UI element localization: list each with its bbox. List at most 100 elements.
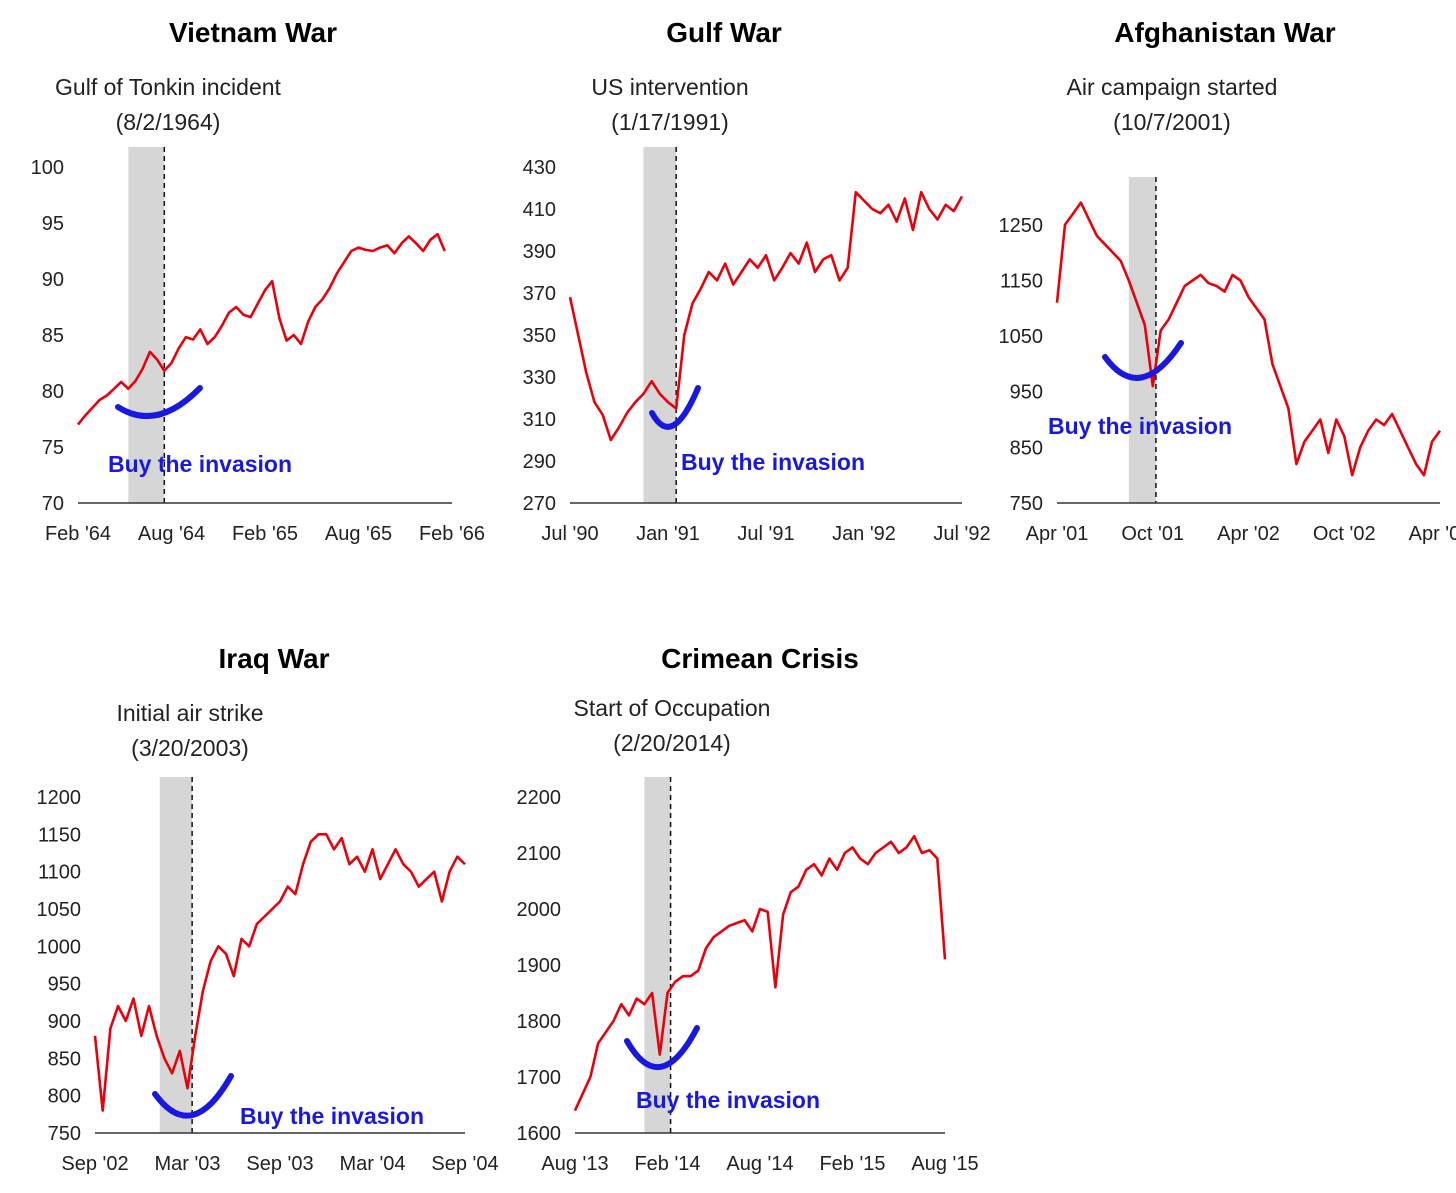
x-tick-label: Jul '90	[541, 523, 598, 545]
y-tick-label: 1700	[517, 1067, 562, 1089]
y-tick-label: 850	[48, 1048, 81, 1070]
y-tick-label: 350	[523, 325, 556, 347]
buy-annotation: Buy the invasion	[108, 451, 292, 477]
x-tick-label: Jan '92	[832, 523, 896, 545]
x-tick-label: Sep '04	[431, 1153, 498, 1175]
shaded-period	[1128, 177, 1156, 503]
event-date: (10/7/2001)	[1113, 109, 1231, 135]
shaded-period	[643, 147, 677, 503]
x-tick-label: Feb '66	[419, 523, 485, 545]
x-tick-label: Jan '91	[636, 523, 700, 545]
chart-title: Vietnam War	[169, 17, 337, 48]
buy-arc	[1102, 340, 1184, 381]
x-tick-label: Oct '02	[1313, 523, 1376, 545]
chart-title: Iraq War	[219, 643, 330, 674]
event-label: US intervention	[591, 74, 748, 100]
x-tick-label: Apr '01	[1026, 523, 1089, 545]
price-series-line	[76, 232, 446, 426]
x-tick-label: Aug '64	[138, 523, 205, 545]
chart-vietnam-war: 70 75 80 85 90 95 100 Feb '64 Aug '64 Feb '65 Aug …	[31, 17, 485, 545]
event-date: (3/20/2003)	[131, 735, 249, 761]
shaded-period	[644, 777, 671, 1133]
price-series-line	[93, 833, 466, 1112]
y-tick-label: 2000	[517, 899, 562, 921]
x-tick-label: Oct '01	[1121, 523, 1184, 545]
y-tick-label: 1600	[517, 1123, 562, 1145]
price-series-line	[1055, 201, 1442, 477]
shaded-period	[159, 777, 193, 1133]
y-tick-label: 1150	[38, 824, 81, 846]
y-tick-label: 85	[42, 325, 64, 347]
chart-title: Gulf War	[666, 17, 782, 48]
y-tick-label: 100	[31, 157, 64, 179]
event-date: (1/17/1991)	[611, 109, 729, 135]
price-series-line	[573, 834, 947, 1112]
y-tick-label: 1900	[517, 955, 562, 977]
y-tick-label: 95	[42, 213, 64, 235]
event-label: Gulf of Tonkin incident	[55, 74, 281, 100]
x-tick-label: Mar '04	[339, 1153, 405, 1175]
buy-arc	[152, 1073, 234, 1119]
x-tick-label: Jul '92	[933, 523, 990, 545]
y-tick-label: 1150	[1000, 270, 1043, 292]
y-tick-label: 330	[523, 367, 556, 389]
buy-arc	[624, 1025, 700, 1070]
chart-afghanistan-war: 750 850 950 1050 1150 1250 Apr '01 Oct '01 Apr '…	[999, 17, 1456, 545]
y-tick-label: 1050	[37, 899, 82, 921]
y-tick-label: 750	[48, 1123, 81, 1145]
x-tick-label: Sep '02	[61, 1153, 128, 1175]
x-tick-label: Apr '02	[1217, 523, 1280, 545]
x-tick-label: Feb '14	[634, 1153, 700, 1175]
buy-annotation: Buy the invasion	[1048, 413, 1232, 439]
y-tick-label: 1100	[38, 862, 81, 884]
shaded-period	[128, 147, 165, 503]
x-tick-label: Feb '64	[45, 523, 111, 545]
chart-title: Crimean Crisis	[661, 643, 859, 674]
y-tick-label: 1050	[999, 326, 1044, 348]
y-tick-label: 950	[1010, 382, 1043, 404]
buy-annotation: Buy the invasion	[240, 1103, 424, 1129]
y-tick-label: 1200	[37, 787, 82, 809]
x-tick-label: Feb '65	[232, 523, 298, 545]
y-tick-label: 80	[42, 381, 64, 403]
x-tick-label: Apr '03	[1409, 523, 1456, 545]
x-tick-label: Feb '15	[819, 1153, 885, 1175]
x-tick-label: Sep '03	[246, 1153, 313, 1175]
x-tick-label: Jul '91	[737, 523, 794, 545]
y-tick-label: 290	[523, 451, 556, 473]
y-tick-label: 800	[48, 1086, 81, 1108]
x-tick-label: Aug '15	[911, 1153, 978, 1175]
chart-gulf-war: 270 290 310 330 350 370 390 410 430 Jul '90 Jan '9…	[523, 17, 991, 545]
y-tick-label: 430	[523, 157, 556, 179]
buy-arc	[649, 385, 701, 430]
event-date: (2/20/2014)	[613, 730, 731, 756]
buy-annotation: Buy the invasion	[636, 1087, 820, 1113]
y-tick-label: 900	[48, 1011, 81, 1033]
y-tick-label: 2100	[517, 843, 562, 865]
y-tick-label: 2200	[517, 787, 562, 809]
chart-iraq-war: 750 800 850 900 950 1000 1050 1100 1150 1200 Sep '…	[37, 643, 499, 1175]
y-tick-label: 1000	[37, 936, 82, 958]
y-tick-label: 370	[523, 283, 556, 305]
y-tick-label: 950	[48, 974, 81, 996]
y-tick-label: 850	[1010, 437, 1043, 459]
chart-title: Afghanistan War	[1114, 17, 1336, 48]
y-tick-label: 1800	[517, 1011, 562, 1033]
y-tick-label: 410	[523, 199, 556, 221]
buy-annotation: Buy the invasion	[681, 449, 865, 475]
y-tick-label: 390	[523, 241, 556, 263]
y-tick-label: 270	[523, 493, 556, 515]
price-series-line	[568, 190, 964, 442]
y-tick-label: 90	[42, 269, 64, 291]
buy-arc	[115, 385, 203, 419]
event-date: (8/2/1964)	[116, 109, 221, 135]
y-tick-label: 75	[42, 437, 64, 459]
y-tick-label: 1250	[999, 215, 1044, 237]
x-tick-label: Aug '13	[541, 1153, 608, 1175]
chart-crimean-crisis: 1600 1700 1800 1900 2000 2100 2200 Aug '13 Feb '…	[517, 643, 979, 1175]
x-tick-label: Aug '14	[726, 1153, 793, 1175]
x-tick-label: Mar '03	[154, 1153, 220, 1175]
y-tick-label: 310	[523, 409, 556, 431]
event-label: Initial air strike	[117, 700, 264, 726]
